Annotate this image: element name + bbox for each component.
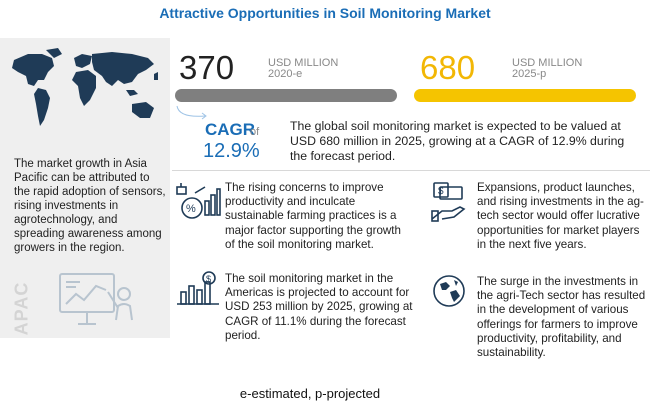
cagr-value: 12.9% (203, 140, 260, 162)
value-2020: 370 (179, 49, 235, 86)
left-panel-text: The market growth in Asia Pacific can be… (14, 158, 166, 254)
money-hand-icon: $ (431, 182, 466, 222)
year-2020-label: 2020-e (268, 68, 303, 80)
point-4-text: The surge in the investments in the agri… (477, 275, 646, 360)
chart-percent-icon: % (176, 183, 221, 219)
unit-2025-label: USD MILLION (512, 57, 583, 69)
bar-2025 (414, 89, 636, 102)
page-title: Attractive Opportunities in Soil Monitor… (159, 5, 491, 21)
cagr-of: of (250, 126, 260, 138)
divider (172, 170, 650, 171)
cagr-description: The global soil monitoring market is exp… (290, 119, 625, 163)
year-2025-label: 2025-p (512, 68, 547, 80)
point-1-text: The rising concerns to improve productiv… (225, 181, 401, 251)
cagr-label: CAGR (205, 120, 256, 139)
point-2-text: Expansions, product launches, and rising… (477, 181, 644, 251)
presentation-chart-icon (59, 273, 133, 325)
point-3-text: The soil monitoring market in the Americ… (225, 272, 413, 342)
world-map-icon (12, 48, 158, 126)
unit-2020-label: USD MILLION (268, 57, 339, 69)
unit-2025: USD MILLION 2025-p (512, 58, 582, 80)
dollar-bar-chart-icon: $ (177, 271, 219, 305)
arrow-curve-icon (176, 105, 207, 120)
svg-text:%: % (186, 203, 196, 215)
svg-text:$: $ (438, 186, 444, 197)
value-2025: 680 (420, 49, 476, 86)
globe-icon (433, 275, 465, 307)
footnote: e-estimated, p-projected (239, 386, 381, 401)
svg-text:$: $ (206, 274, 211, 284)
region-label: APAC (11, 281, 32, 336)
bar-2020 (175, 89, 397, 102)
unit-2020: USD MILLION 2020-e (268, 58, 338, 80)
